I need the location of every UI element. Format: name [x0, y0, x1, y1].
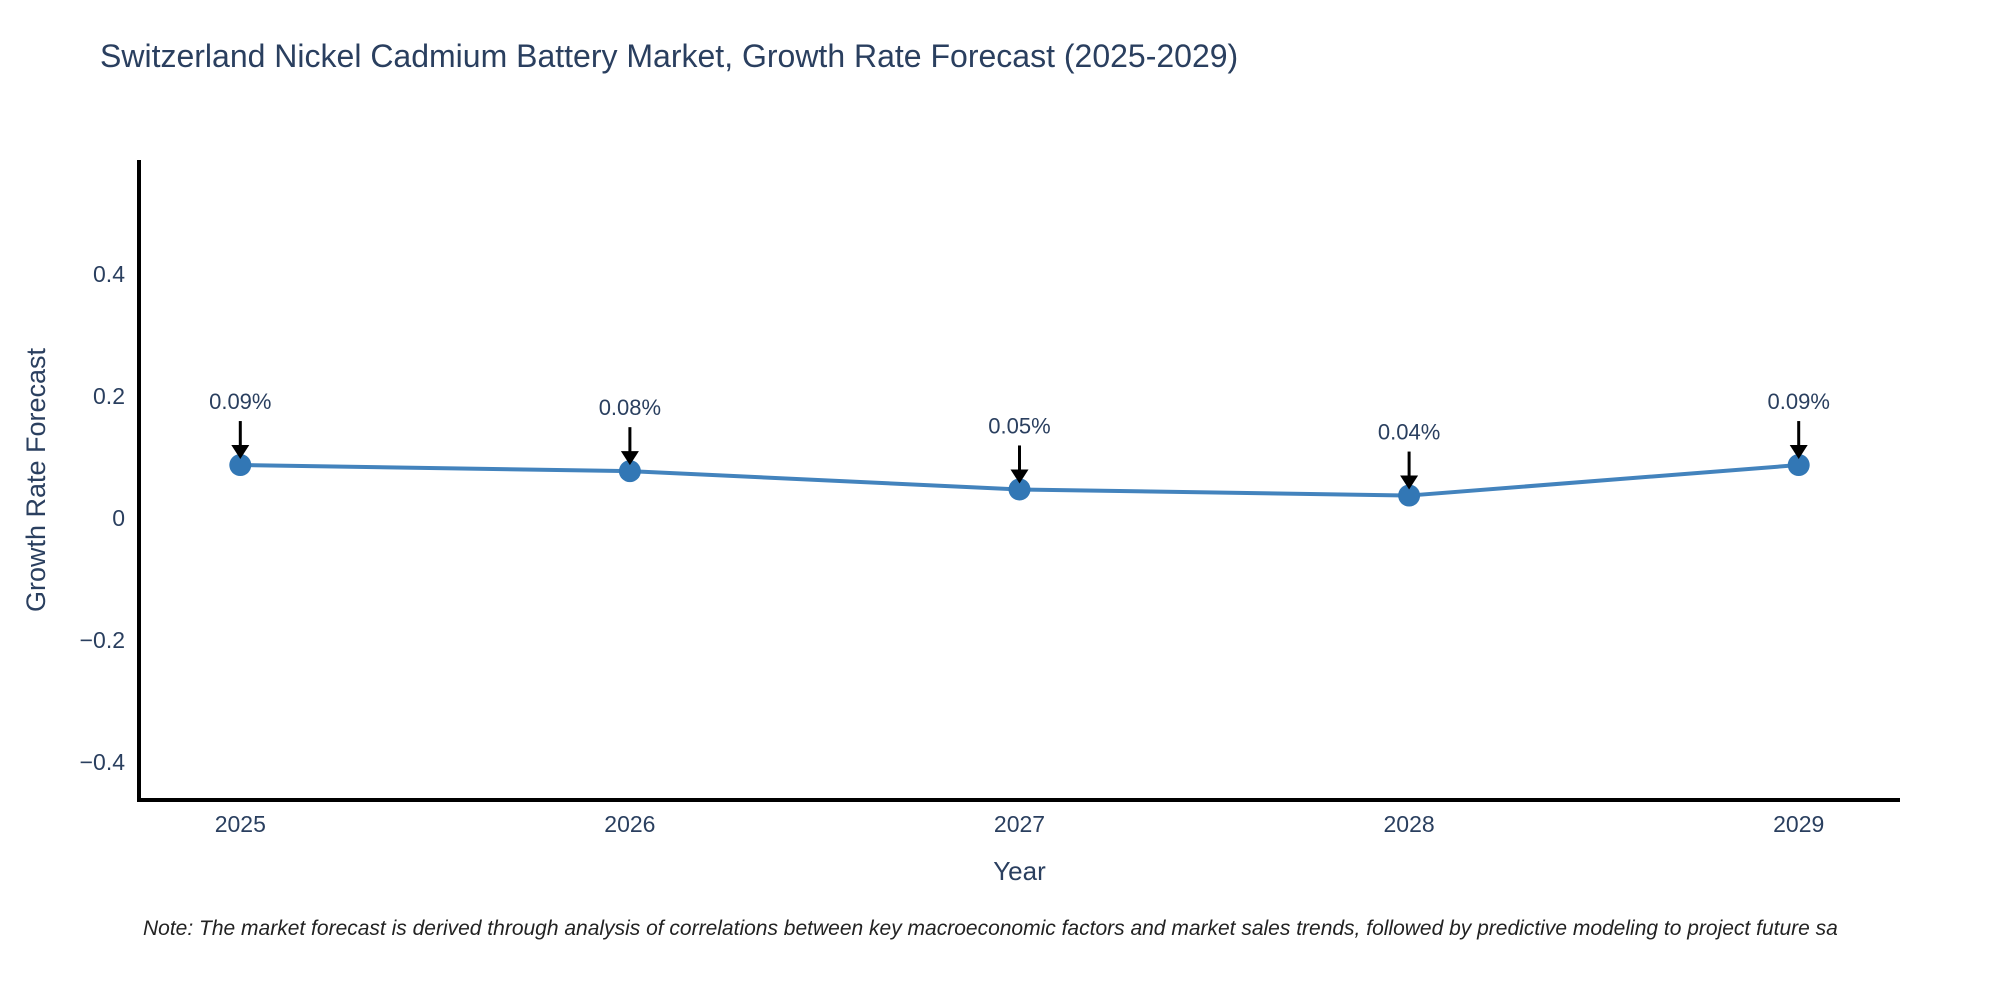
- annotation-arrow-head: [231, 445, 250, 460]
- data-point-marker: [618, 460, 641, 483]
- data-point-marker: [1008, 478, 1031, 501]
- x-axis-title: Year: [993, 856, 1046, 886]
- x-tick-label: 2027: [994, 811, 1045, 837]
- data-point-marker: [1787, 454, 1810, 477]
- data-point-label: 0.05%: [988, 413, 1050, 438]
- y-tick-label: −0.2: [80, 627, 125, 653]
- annotation-arrow-head: [1010, 469, 1029, 484]
- data-point-label: 0.04%: [1378, 419, 1440, 444]
- y-tick-label: 0.2: [93, 383, 125, 409]
- x-tick-label: 2028: [1384, 811, 1435, 837]
- data-point-label: 0.09%: [1768, 389, 1830, 414]
- line-chart-canvas[interactable]: 0.4 0.2 0 −0.2 −0.4 2025 2026 2027 2028 2029 Year G…: [0, 0, 2000, 900]
- annotation-arrow-head: [620, 451, 639, 466]
- x-tick-label: 2025: [215, 811, 266, 837]
- x-tick-label: 2026: [604, 811, 655, 837]
- y-axis-title: Growth Rate Forecast: [21, 347, 51, 612]
- y-tick-label: −0.4: [80, 749, 126, 775]
- y-tick-label: 0: [112, 505, 125, 531]
- x-tick-label: 2029: [1773, 811, 1824, 837]
- data-point-label: 0.09%: [209, 389, 271, 414]
- annotation-arrow-head: [1400, 475, 1419, 490]
- data-point-marker: [1398, 484, 1421, 507]
- data-point-label: 0.08%: [599, 395, 661, 420]
- chart-title: Switzerland Nickel Cadmium Battery Marke…: [100, 38, 1239, 74]
- footnote: Note: The market forecast is derived thr…: [143, 917, 1838, 940]
- data-point-marker: [229, 454, 252, 477]
- annotation-arrow-head: [1789, 445, 1808, 460]
- y-tick-label: 0.4: [93, 261, 125, 287]
